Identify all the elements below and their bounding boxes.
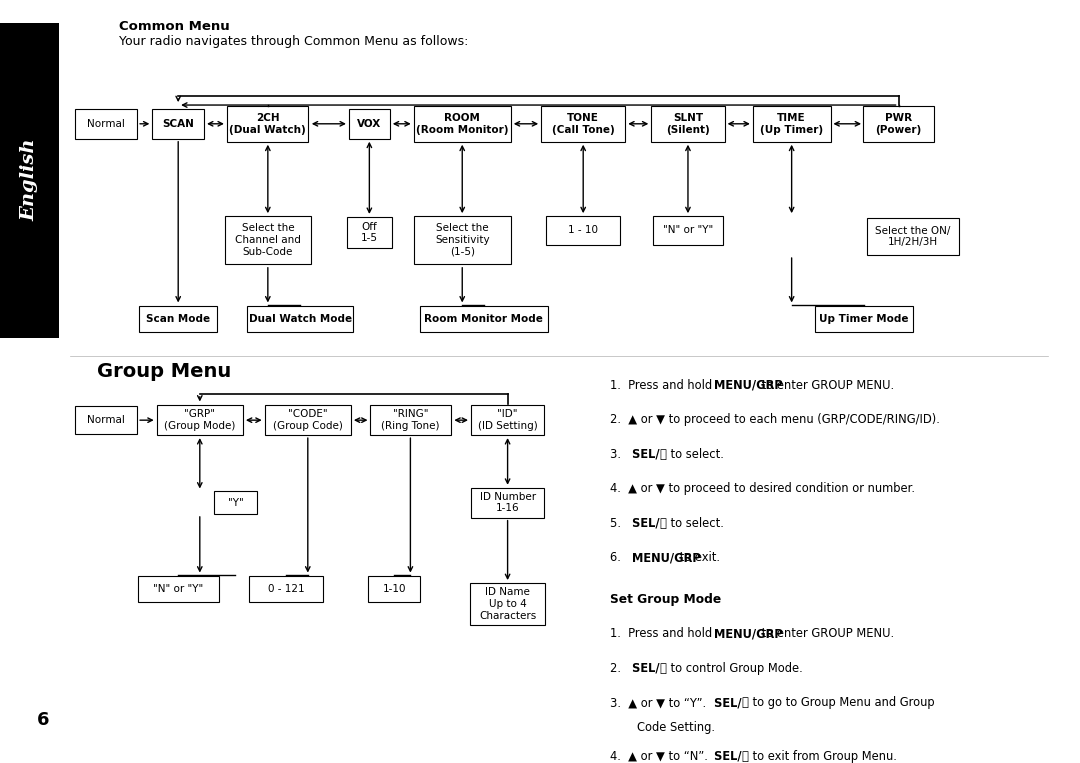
Text: 2.  ▲ or ▼ to proceed to each menu (GRP/CODE/RING/ID).: 2. ▲ or ▼ to proceed to each menu (GRP/C… [610, 414, 940, 427]
Text: TONE
(Call Tone): TONE (Call Tone) [552, 113, 615, 134]
Text: 2CH
(Dual Watch): 2CH (Dual Watch) [229, 113, 307, 134]
Text: MENU/GRP: MENU/GRP [714, 379, 783, 392]
Text: Off
1-5: Off 1-5 [361, 222, 378, 243]
Text: "CODE"
(Group Code): "CODE" (Group Code) [273, 410, 342, 431]
FancyBboxPatch shape [349, 109, 390, 139]
FancyBboxPatch shape [138, 576, 218, 602]
Text: ⚿ to exit from Group Menu.: ⚿ to exit from Group Menu. [742, 750, 896, 763]
FancyBboxPatch shape [214, 491, 257, 514]
Text: ⚿ to go to Group Menu and Group: ⚿ to go to Group Menu and Group [742, 697, 934, 710]
FancyBboxPatch shape [152, 109, 204, 139]
Text: Select the ON/
1H/2H/3H: Select the ON/ 1H/2H/3H [875, 226, 950, 247]
Text: 1-10: 1-10 [382, 584, 406, 594]
Text: "N" or "Y": "N" or "Y" [153, 584, 203, 594]
Text: Scan Mode: Scan Mode [146, 314, 211, 324]
Text: "GRP"
(Group Mode): "GRP" (Group Mode) [164, 410, 235, 431]
FancyBboxPatch shape [225, 216, 311, 265]
Text: 1 - 10: 1 - 10 [568, 225, 598, 235]
Text: VOX: VOX [357, 119, 381, 129]
Text: SEL/: SEL/ [714, 750, 746, 763]
Text: Common Menu: Common Menu [119, 20, 230, 33]
FancyBboxPatch shape [368, 576, 420, 602]
FancyBboxPatch shape [864, 106, 934, 142]
Text: Set Group Mode: Set Group Mode [610, 593, 721, 606]
Text: to enter GROUP MENU.: to enter GROUP MENU. [758, 379, 894, 392]
Text: 3.  ▲ or ▼ to “Y”.: 3. ▲ or ▼ to “Y”. [610, 697, 710, 710]
Text: 4.  ▲ or ▼ to “N”.: 4. ▲ or ▼ to “N”. [610, 750, 712, 763]
FancyBboxPatch shape [541, 106, 625, 142]
Text: Up Timer Mode: Up Timer Mode [820, 314, 908, 324]
Text: SEL/: SEL/ [632, 448, 664, 461]
Text: Code Setting.: Code Setting. [637, 720, 715, 733]
Text: 1.  Press and hold: 1. Press and hold [610, 627, 716, 640]
Text: PWR
(Power): PWR (Power) [876, 113, 921, 134]
FancyBboxPatch shape [139, 306, 217, 332]
Text: Room Monitor Mode: Room Monitor Mode [424, 314, 543, 324]
Text: ⚿ to select.: ⚿ to select. [660, 448, 724, 461]
Text: "Y": "Y" [228, 497, 243, 507]
Text: Group Menu: Group Menu [97, 362, 231, 381]
FancyBboxPatch shape [247, 306, 353, 332]
FancyBboxPatch shape [228, 106, 309, 142]
Text: 5.: 5. [610, 517, 629, 530]
Text: SEL/: SEL/ [714, 697, 746, 710]
Text: 6.: 6. [610, 552, 629, 565]
FancyBboxPatch shape [414, 216, 511, 265]
Text: to enter GROUP MENU.: to enter GROUP MENU. [758, 627, 894, 640]
Text: ⚿ to control Group Mode.: ⚿ to control Group Mode. [660, 662, 802, 675]
Text: TIME
(Up Timer): TIME (Up Timer) [760, 113, 823, 134]
Text: "ID"
(ID Setting): "ID" (ID Setting) [477, 410, 538, 431]
FancyBboxPatch shape [546, 216, 620, 245]
FancyBboxPatch shape [157, 405, 243, 435]
FancyBboxPatch shape [369, 405, 451, 435]
Text: ID Number
1-16: ID Number 1-16 [480, 492, 536, 513]
FancyBboxPatch shape [249, 576, 323, 602]
Text: Dual Watch Mode: Dual Watch Mode [248, 314, 352, 324]
FancyBboxPatch shape [652, 216, 724, 245]
Text: 0 - 121: 0 - 121 [268, 584, 305, 594]
FancyBboxPatch shape [75, 109, 137, 139]
Text: Normal: Normal [86, 415, 125, 425]
Text: MENU/GRP: MENU/GRP [632, 552, 701, 565]
FancyBboxPatch shape [753, 106, 831, 142]
Text: ROOM
(Room Monitor): ROOM (Room Monitor) [416, 113, 509, 134]
Text: SEL/: SEL/ [632, 662, 664, 675]
Text: Normal: Normal [86, 119, 125, 129]
FancyBboxPatch shape [470, 584, 545, 625]
Text: 6: 6 [37, 711, 50, 729]
FancyBboxPatch shape [815, 306, 913, 332]
FancyBboxPatch shape [347, 217, 392, 248]
FancyBboxPatch shape [867, 217, 959, 255]
Text: Your radio navigates through Common Menu as follows:: Your radio navigates through Common Menu… [119, 35, 468, 48]
Text: MENU/GRP: MENU/GRP [714, 627, 783, 640]
Text: Select the
Sensitivity
(1-5): Select the Sensitivity (1-5) [435, 224, 489, 256]
Text: 3.: 3. [610, 448, 629, 461]
FancyBboxPatch shape [414, 106, 511, 142]
Text: English: English [21, 139, 38, 221]
Text: "RING"
(Ring Tone): "RING" (Ring Tone) [381, 410, 440, 431]
Text: ID Name
Up to 4
Characters: ID Name Up to 4 Characters [478, 588, 537, 620]
FancyBboxPatch shape [75, 406, 137, 434]
Text: ⚿ to select.: ⚿ to select. [660, 517, 724, 530]
Text: Select the
Channel and
Sub-Code: Select the Channel and Sub-Code [235, 224, 300, 256]
Text: SCAN: SCAN [162, 119, 194, 129]
FancyBboxPatch shape [0, 23, 59, 338]
Text: 4.  ▲ or ▼ to proceed to desired condition or number.: 4. ▲ or ▼ to proceed to desired conditio… [610, 482, 915, 495]
FancyBboxPatch shape [265, 405, 351, 435]
Text: 1.  Press and hold: 1. Press and hold [610, 379, 716, 392]
Text: 2.: 2. [610, 662, 629, 675]
FancyBboxPatch shape [651, 106, 725, 142]
Text: to exit.: to exit. [676, 552, 720, 565]
Text: SLNT
(Silent): SLNT (Silent) [666, 113, 710, 134]
FancyBboxPatch shape [420, 306, 548, 332]
Text: SEL/: SEL/ [632, 517, 664, 530]
FancyBboxPatch shape [471, 488, 544, 518]
FancyBboxPatch shape [471, 405, 544, 435]
Text: "N" or "Y": "N" or "Y" [663, 225, 713, 235]
